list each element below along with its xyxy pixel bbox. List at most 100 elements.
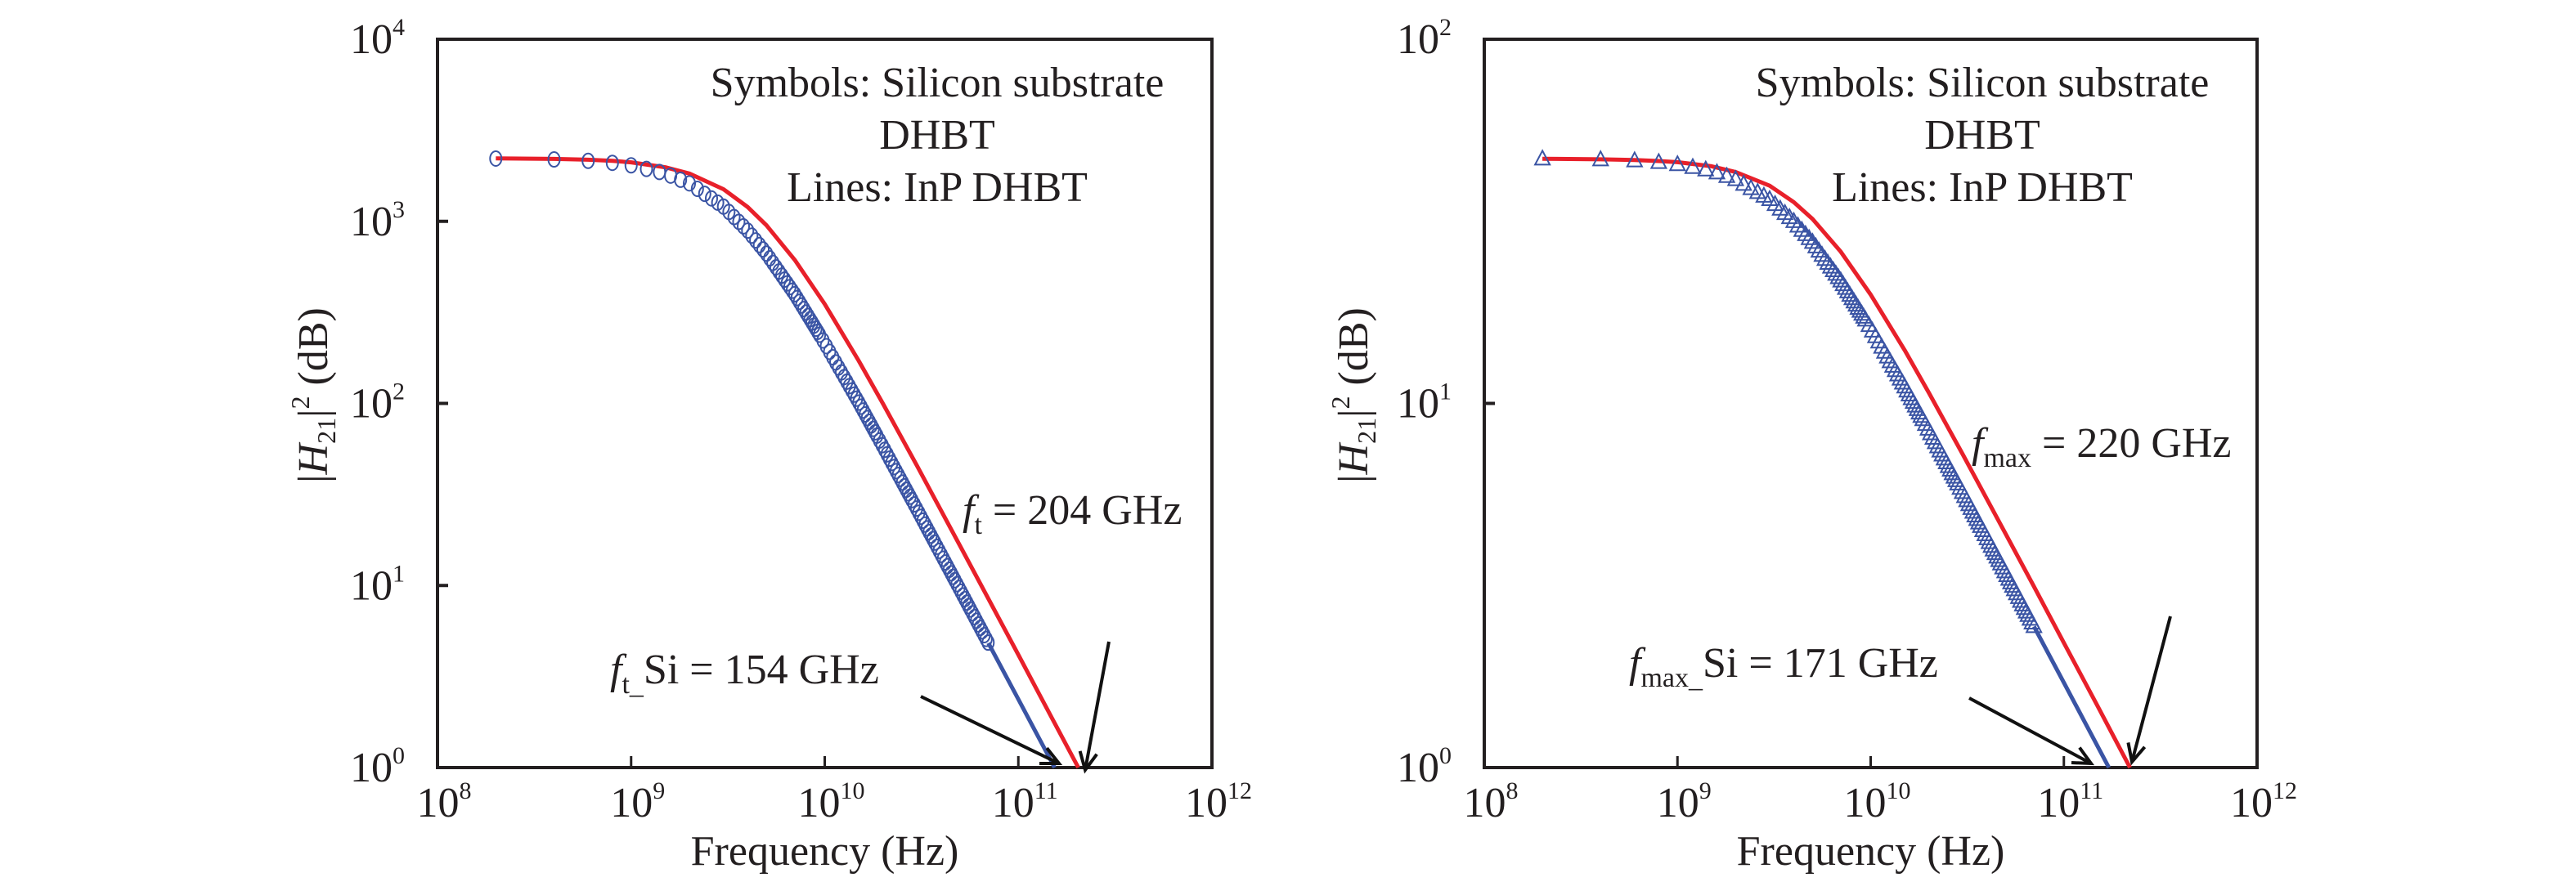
data-marker <box>885 454 899 472</box>
annotation-fmax: fmax = 220 GHz <box>1972 420 2232 473</box>
data-marker <box>912 504 926 522</box>
x-tick-label: 1011 <box>992 777 1058 826</box>
series-silicon-substrate-dhbt-extrapolation <box>2031 625 2112 769</box>
annotation-ft-si: ft_Si = 154 GHz <box>610 647 879 700</box>
data-marker <box>640 160 653 177</box>
data-marker <box>845 382 859 399</box>
data-marker <box>1726 169 1745 186</box>
data-marker <box>823 343 837 360</box>
x-tick-label: 108 <box>1464 777 1519 826</box>
annotation-arrow <box>1084 641 1111 771</box>
data-marker <box>690 180 704 197</box>
legend-text-line: Lines: InP DHBT <box>1832 164 2133 211</box>
data-marker <box>2025 616 2043 634</box>
data-marker <box>1708 163 1726 180</box>
x-axis-label: Frequency (Hz) <box>691 828 959 875</box>
x-axis-label: Frequency (Hz) <box>1737 828 2005 875</box>
data-marker <box>1668 154 1686 172</box>
data-marker <box>1717 166 1736 183</box>
arrow-head <box>1039 746 1063 766</box>
data-marker <box>816 332 830 349</box>
data-marker <box>749 232 763 249</box>
data-marker <box>1797 224 1815 241</box>
data-marker <box>489 150 503 167</box>
x-tick-label: 1012 <box>2230 777 2297 826</box>
data-marker <box>1626 150 1644 168</box>
data-marker <box>1735 174 1752 191</box>
series-line <box>2031 625 2112 769</box>
y-tick-label: 102 <box>350 378 405 428</box>
data-marker <box>1684 157 1702 174</box>
x-tick-label: 1010 <box>798 777 865 826</box>
data-marker <box>1742 178 1760 195</box>
annotation-fmax-si: fmax_Si = 171 GHz <box>1629 640 1938 693</box>
data-marker <box>819 338 833 355</box>
y-tick-label: 102 <box>1397 14 1452 63</box>
data-marker <box>745 227 759 244</box>
data-marker <box>763 250 777 267</box>
data-marker <box>1800 228 1818 245</box>
data-marker <box>1793 220 1811 237</box>
legend-text-line: Symbols: Silicon substrate <box>1756 60 2210 106</box>
panel-h21: 100 101 102 103 104 108 109 1010 1011 1012 Frequen… <box>285 14 1252 875</box>
x-tick-label: 109 <box>610 777 665 826</box>
legend-text-line: DHBT <box>879 112 995 159</box>
y-tick-label: 100 <box>1397 742 1452 791</box>
y-tick-label: 101 <box>1397 378 1452 428</box>
series-inp-dhbt <box>496 156 1080 769</box>
legend-text-line: Symbols: Silicon substrate <box>711 60 1165 106</box>
series-line <box>496 156 1080 769</box>
series-silicon-substrate-dhbt-measured <box>489 150 995 651</box>
data-marker <box>704 190 718 207</box>
data-marker <box>760 245 774 262</box>
data-marker <box>907 496 921 513</box>
annotation-ft: ft = 204 GHz <box>963 487 1182 540</box>
data-marker <box>1533 149 1551 166</box>
data-marker <box>605 154 619 172</box>
data-marker <box>1697 159 1715 177</box>
data-marker <box>741 222 755 240</box>
annotation-arrow <box>920 695 1060 765</box>
annotation-arrow <box>2130 616 2172 763</box>
data-marker <box>909 500 923 517</box>
data-marker <box>832 359 846 376</box>
x-tick-label: 1012 <box>1185 777 1252 826</box>
data-marker <box>766 254 780 271</box>
series-line <box>986 642 1057 769</box>
data-marker <box>624 157 638 174</box>
data-marker <box>1591 150 1609 167</box>
data-marker <box>581 152 595 169</box>
x-tick-label: 1010 <box>1844 777 1911 826</box>
annotation-arrow <box>1968 696 2092 765</box>
arrow-head <box>2126 742 2147 766</box>
arrow-head <box>1078 750 1098 774</box>
x-tick-label: 108 <box>417 777 472 826</box>
data-marker <box>813 326 827 343</box>
series-silicon-substrate-dhbt-measured <box>1533 149 2043 634</box>
y-tick-label: 101 <box>350 560 405 609</box>
data-marker <box>868 423 882 441</box>
data-marker <box>981 634 995 651</box>
data-marker <box>979 630 993 647</box>
data-marker <box>737 217 751 235</box>
legend-text-line: Lines: InP DHBT <box>787 164 1088 211</box>
y-tick-label: 100 <box>350 742 405 791</box>
x-tick-label: 109 <box>1657 777 1712 826</box>
data-marker <box>880 445 894 463</box>
data-marker <box>756 241 770 258</box>
data-marker <box>683 175 697 192</box>
data-marker <box>698 186 711 203</box>
data-marker <box>930 538 944 555</box>
data-marker <box>905 491 919 508</box>
data-marker <box>1788 216 1807 233</box>
data-marker <box>1780 207 1798 225</box>
series-silicon-substrate-dhbt-extrapolation <box>986 642 1057 769</box>
y-axis-label: |H21|2 (dB) <box>1326 307 1381 483</box>
data-marker <box>1649 152 1668 169</box>
legend-text-line: DHBT <box>1924 112 2040 159</box>
y-tick-label: 103 <box>350 196 405 245</box>
data-marker <box>928 534 942 551</box>
data-marker <box>674 171 688 188</box>
data-marker <box>547 151 561 168</box>
